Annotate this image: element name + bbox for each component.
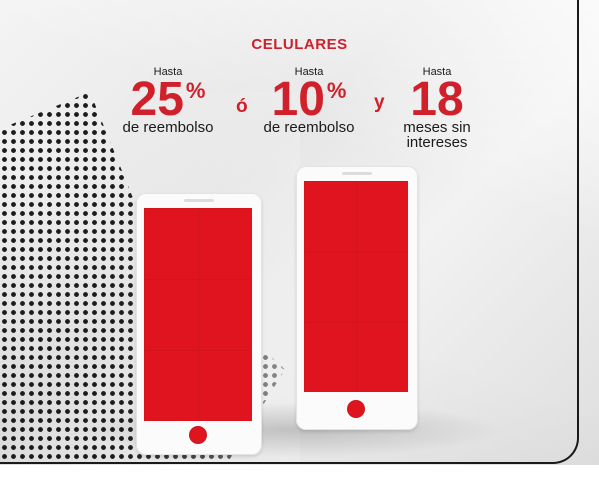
offer-percent: %: [186, 78, 206, 103]
separator-y: y: [374, 92, 385, 114]
home-button-icon: [348, 401, 364, 417]
phone-screen: [144, 208, 252, 421]
category-title: CELULARES: [0, 36, 599, 53]
phone-right: [296, 166, 418, 430]
home-button-icon: [190, 427, 206, 443]
offer-sub-label: de reembolso: [104, 120, 232, 135]
offer-refund-25: Hasta 25% de reembolso: [104, 66, 232, 135]
offer-percent: %: [327, 78, 347, 103]
phone-left: [136, 193, 262, 455]
separator-o: ó: [236, 96, 248, 118]
offer-sub-label-line2: intereses: [390, 135, 484, 150]
offer-value: 25%: [104, 76, 232, 124]
offer-sub-label: de reembolso: [250, 120, 368, 135]
offer-value: 18: [390, 76, 484, 124]
offer-msi-18: Hasta 18 meses sin intereses: [390, 66, 484, 150]
offer-refund-10: Hasta 10% de reembolso: [250, 66, 368, 135]
offer-value: 10%: [250, 76, 368, 124]
phone-screen: [304, 181, 408, 392]
phone-speaker: [184, 199, 214, 202]
phone-speaker: [342, 172, 372, 175]
offer-sub-label-line1: meses sin: [390, 120, 484, 135]
